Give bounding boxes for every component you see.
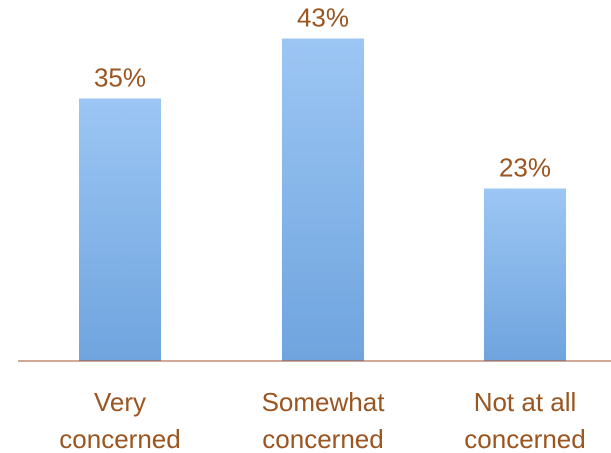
bar-0 (79, 98, 161, 361)
category-label-1-line-0: Somewhat (262, 387, 386, 417)
value-labels-group: 35% 43% 23% (94, 3, 551, 183)
category-label-2-line-1: concerned (464, 424, 585, 453)
category-label-1: Somewhat concerned (262, 387, 386, 453)
bar-1 (282, 38, 364, 361)
value-label-1: 43% (297, 3, 349, 33)
value-label-0: 35% (94, 63, 146, 93)
bars-group (79, 38, 566, 361)
category-label-1-line-1: concerned (262, 424, 383, 453)
category-label-2-line-0: Not at all (474, 387, 577, 417)
category-label-0: Very concerned (59, 387, 180, 453)
bar-2 (484, 188, 566, 361)
category-label-0-line-1: concerned (59, 424, 180, 453)
value-label-2: 23% (499, 153, 551, 183)
category-label-0-line-0: Very (94, 387, 146, 417)
category-label-2: Not at all concerned (464, 387, 585, 453)
